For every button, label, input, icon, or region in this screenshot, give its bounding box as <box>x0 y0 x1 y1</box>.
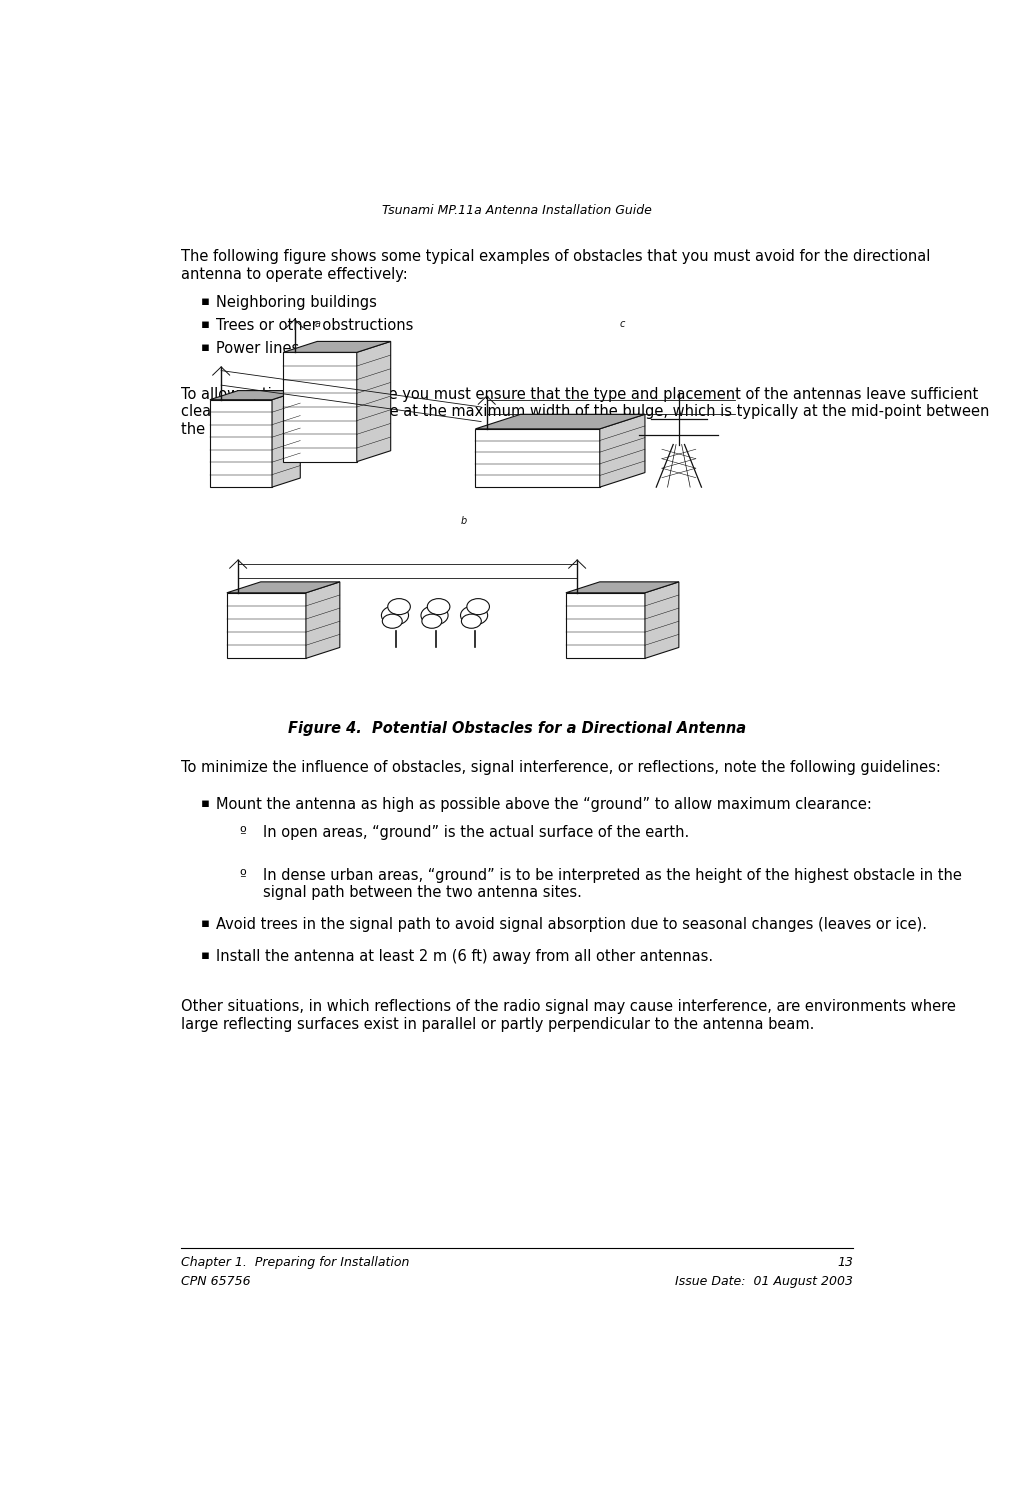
Polygon shape <box>272 391 301 488</box>
Polygon shape <box>284 342 390 352</box>
Polygon shape <box>566 581 679 593</box>
Text: In dense urban areas, “ground” is to be interpreted as the height of the highest: In dense urban areas, “ground” is to be … <box>263 868 962 900</box>
Text: ▪: ▪ <box>201 341 210 354</box>
Ellipse shape <box>421 605 448 625</box>
Polygon shape <box>475 428 599 488</box>
Text: Mount the antenna as high as possible above the “ground” to allow maximum cleara: Mount the antenna as high as possible ab… <box>216 797 872 812</box>
Text: a: a <box>314 318 320 329</box>
Polygon shape <box>227 593 306 659</box>
Text: ▪: ▪ <box>201 949 210 962</box>
Text: In open areas, “ground” is the actual surface of the earth.: In open areas, “ground” is the actual su… <box>263 825 689 840</box>
Text: ▪: ▪ <box>201 296 210 308</box>
Text: CPN 65756: CPN 65756 <box>181 1276 250 1288</box>
Text: Tsunami MP.11a Antenna Installation Guide: Tsunami MP.11a Antenna Installation Guid… <box>382 204 652 217</box>
Text: To minimize the influence of obstacles, signal interference, or reflections, not: To minimize the influence of obstacles, … <box>181 760 940 775</box>
Text: ▪: ▪ <box>201 318 210 332</box>
Polygon shape <box>599 415 645 488</box>
Ellipse shape <box>461 614 481 629</box>
Text: Figure 4.  Potential Obstacles for a Directional Antenna: Figure 4. Potential Obstacles for a Dire… <box>288 721 747 736</box>
Ellipse shape <box>387 599 411 614</box>
Text: c: c <box>620 318 625 329</box>
Text: Install the antenna at least 2 m (6 ft) away from all other antennas.: Install the antenna at least 2 m (6 ft) … <box>216 949 713 964</box>
Polygon shape <box>210 391 301 400</box>
Text: ▪: ▪ <box>201 797 210 810</box>
Text: To allow optimal performance you must ensure that the type and placement of the : To allow optimal performance you must en… <box>181 387 989 437</box>
Text: Chapter 1.  Preparing for Installation: Chapter 1. Preparing for Installation <box>181 1257 410 1268</box>
Text: Issue Date:  01 August 2003: Issue Date: 01 August 2003 <box>675 1276 854 1288</box>
Polygon shape <box>357 342 390 461</box>
Text: Neighboring buildings: Neighboring buildings <box>216 296 377 311</box>
Text: º: º <box>239 825 246 840</box>
Text: Avoid trees in the signal path to avoid signal absorption due to seasonal change: Avoid trees in the signal path to avoid … <box>216 917 927 932</box>
Polygon shape <box>227 581 340 593</box>
Polygon shape <box>645 581 679 659</box>
Text: 13: 13 <box>837 1257 854 1268</box>
Ellipse shape <box>467 599 489 614</box>
Polygon shape <box>566 593 645 659</box>
Text: ▪: ▪ <box>201 917 210 929</box>
Polygon shape <box>475 415 645 428</box>
Ellipse shape <box>422 614 442 629</box>
Ellipse shape <box>382 614 403 629</box>
Polygon shape <box>210 400 272 488</box>
Text: º: º <box>239 868 246 883</box>
Text: b: b <box>461 516 467 525</box>
Text: Other situations, in which reflections of the radio signal may cause interferenc: Other situations, in which reflections o… <box>181 999 956 1032</box>
Text: The following figure shows some typical examples of obstacles that you must avoi: The following figure shows some typical … <box>181 250 930 283</box>
Polygon shape <box>284 352 357 461</box>
Text: Trees or other obstructions: Trees or other obstructions <box>216 318 414 333</box>
Text: Power lines: Power lines <box>216 341 300 355</box>
Ellipse shape <box>460 605 487 625</box>
Polygon shape <box>306 581 340 659</box>
Ellipse shape <box>427 599 450 614</box>
Ellipse shape <box>381 605 409 625</box>
